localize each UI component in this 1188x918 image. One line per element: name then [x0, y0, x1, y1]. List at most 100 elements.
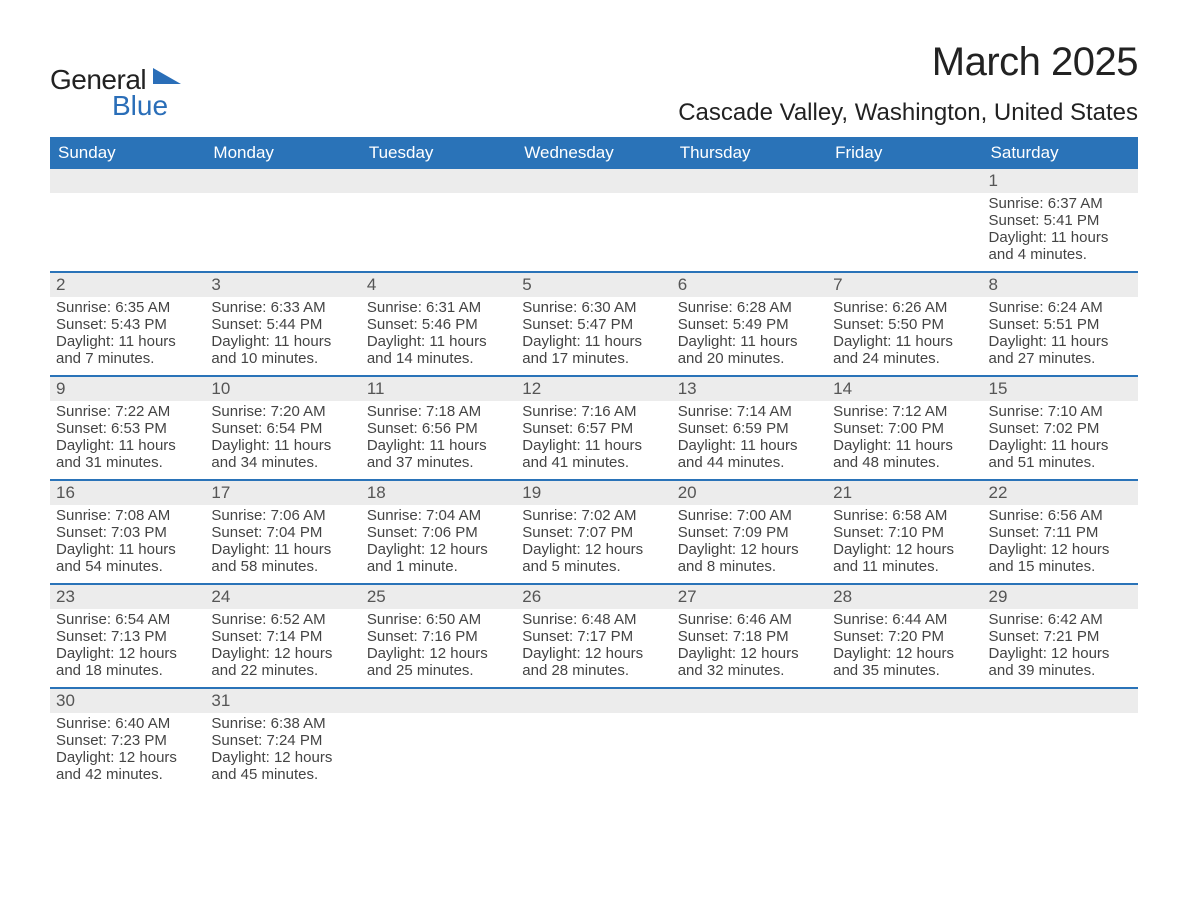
day-number: 26: [516, 585, 671, 609]
day-line: Sunset: 7:06 PM: [367, 524, 510, 541]
day-body: Sunrise: 7:00 AMSunset: 7:09 PMDaylight:…: [672, 505, 827, 579]
day-number: 14: [827, 377, 982, 401]
day-body: Sunrise: 6:24 AMSunset: 5:51 PMDaylight:…: [983, 297, 1138, 371]
day-body: Sunrise: 6:30 AMSunset: 5:47 PMDaylight:…: [516, 297, 671, 371]
day-line: Daylight: 11 hours: [211, 437, 354, 454]
day-line: Daylight: 11 hours: [56, 333, 199, 350]
day-line: Sunrise: 7:06 AM: [211, 507, 354, 524]
day-line: Sunrise: 7:00 AM: [678, 507, 821, 524]
day-number: 25: [361, 585, 516, 609]
day-line: Sunrise: 6:56 AM: [989, 507, 1132, 524]
day-body: [361, 713, 516, 787]
week-row: 23242526272829Sunrise: 6:54 AMSunset: 7:…: [50, 583, 1138, 687]
day-line: and 42 minutes.: [56, 766, 199, 783]
day-line: Daylight: 11 hours: [367, 333, 510, 350]
logo: General Blue: [50, 40, 181, 122]
week-row: 9101112131415Sunrise: 7:22 AMSunset: 6:5…: [50, 375, 1138, 479]
day-line: Sunrise: 7:16 AM: [522, 403, 665, 420]
day-line: Daylight: 11 hours: [833, 437, 976, 454]
day-number-row: 23242526272829: [50, 585, 1138, 609]
day-number: 21: [827, 481, 982, 505]
day-line: and 14 minutes.: [367, 350, 510, 367]
day-body: Sunrise: 7:16 AMSunset: 6:57 PMDaylight:…: [516, 401, 671, 475]
day-line: Sunrise: 6:58 AM: [833, 507, 976, 524]
day-line: Sunset: 7:02 PM: [989, 420, 1132, 437]
day-body: [827, 713, 982, 787]
day-line: Sunset: 7:04 PM: [211, 524, 354, 541]
day-number: 15: [983, 377, 1138, 401]
day-line: and 4 minutes.: [989, 246, 1132, 263]
day-line: Daylight: 12 hours: [367, 645, 510, 662]
weekday-header: Saturday: [983, 137, 1138, 169]
day-body: Sunrise: 6:52 AMSunset: 7:14 PMDaylight:…: [205, 609, 360, 683]
day-line: Daylight: 12 hours: [367, 541, 510, 558]
day-line: and 17 minutes.: [522, 350, 665, 367]
day-body: Sunrise: 7:14 AMSunset: 6:59 PMDaylight:…: [672, 401, 827, 475]
day-number: [827, 689, 982, 713]
day-line: Sunset: 7:10 PM: [833, 524, 976, 541]
day-line: Sunrise: 6:54 AM: [56, 611, 199, 628]
day-body: Sunrise: 7:20 AMSunset: 6:54 PMDaylight:…: [205, 401, 360, 475]
day-line: Daylight: 11 hours: [989, 333, 1132, 350]
week-row: 16171819202122Sunrise: 7:08 AMSunset: 7:…: [50, 479, 1138, 583]
day-line: Sunrise: 6:33 AM: [211, 299, 354, 316]
day-line: Sunrise: 6:37 AM: [989, 195, 1132, 212]
day-body: Sunrise: 6:38 AMSunset: 7:24 PMDaylight:…: [205, 713, 360, 787]
day-line: Sunrise: 6:28 AM: [678, 299, 821, 316]
day-line: and 7 minutes.: [56, 350, 199, 367]
day-number: [827, 169, 982, 193]
day-body: Sunrise: 7:22 AMSunset: 6:53 PMDaylight:…: [50, 401, 205, 475]
day-number: 30: [50, 689, 205, 713]
day-line: Daylight: 12 hours: [989, 645, 1132, 662]
weekday-header: Sunday: [50, 137, 205, 169]
day-body: [516, 193, 671, 267]
day-line: Sunrise: 6:26 AM: [833, 299, 976, 316]
day-line: Sunset: 6:57 PM: [522, 420, 665, 437]
day-line: Daylight: 12 hours: [56, 645, 199, 662]
day-line: Sunrise: 6:50 AM: [367, 611, 510, 628]
day-line: Sunrise: 7:04 AM: [367, 507, 510, 524]
weekday-header: Tuesday: [361, 137, 516, 169]
day-line: Sunrise: 6:38 AM: [211, 715, 354, 732]
day-line: and 44 minutes.: [678, 454, 821, 471]
day-number: 31: [205, 689, 360, 713]
day-body: Sunrise: 6:28 AMSunset: 5:49 PMDaylight:…: [672, 297, 827, 371]
day-line: Daylight: 11 hours: [56, 541, 199, 558]
day-line: Daylight: 12 hours: [833, 541, 976, 558]
day-line: Sunset: 5:46 PM: [367, 316, 510, 333]
day-line: and 41 minutes.: [522, 454, 665, 471]
day-body-row: Sunrise: 6:54 AMSunset: 7:13 PMDaylight:…: [50, 609, 1138, 687]
day-body: Sunrise: 6:42 AMSunset: 7:21 PMDaylight:…: [983, 609, 1138, 683]
title-block: March 2025 Cascade Valley, Washington, U…: [678, 40, 1138, 127]
day-line: Daylight: 12 hours: [211, 645, 354, 662]
day-body: Sunrise: 6:26 AMSunset: 5:50 PMDaylight:…: [827, 297, 982, 371]
day-number-row: 9101112131415: [50, 377, 1138, 401]
day-line: Sunset: 7:20 PM: [833, 628, 976, 645]
day-body-row: Sunrise: 7:08 AMSunset: 7:03 PMDaylight:…: [50, 505, 1138, 583]
day-number: 13: [672, 377, 827, 401]
day-line: and 25 minutes.: [367, 662, 510, 679]
day-body: [672, 713, 827, 787]
day-line: Sunset: 7:16 PM: [367, 628, 510, 645]
day-line: and 27 minutes.: [989, 350, 1132, 367]
day-line: Daylight: 11 hours: [989, 437, 1132, 454]
day-body: Sunrise: 6:37 AMSunset: 5:41 PMDaylight:…: [983, 193, 1138, 267]
day-line: and 51 minutes.: [989, 454, 1132, 471]
day-line: Sunrise: 6:46 AM: [678, 611, 821, 628]
day-number: 18: [361, 481, 516, 505]
day-number: 19: [516, 481, 671, 505]
day-line: and 32 minutes.: [678, 662, 821, 679]
day-number: 9: [50, 377, 205, 401]
day-line: Sunset: 7:00 PM: [833, 420, 976, 437]
weekday-header-row: Sunday Monday Tuesday Wednesday Thursday…: [50, 137, 1138, 169]
day-line: Sunrise: 7:20 AM: [211, 403, 354, 420]
weekday-header: Wednesday: [516, 137, 671, 169]
day-line: Sunset: 6:53 PM: [56, 420, 199, 437]
day-line: Daylight: 11 hours: [56, 437, 199, 454]
day-line: Sunrise: 7:10 AM: [989, 403, 1132, 420]
day-line: Sunset: 5:41 PM: [989, 212, 1132, 229]
day-line: Sunrise: 6:35 AM: [56, 299, 199, 316]
day-number: 16: [50, 481, 205, 505]
day-body: Sunrise: 7:06 AMSunset: 7:04 PMDaylight:…: [205, 505, 360, 579]
day-number: [205, 169, 360, 193]
